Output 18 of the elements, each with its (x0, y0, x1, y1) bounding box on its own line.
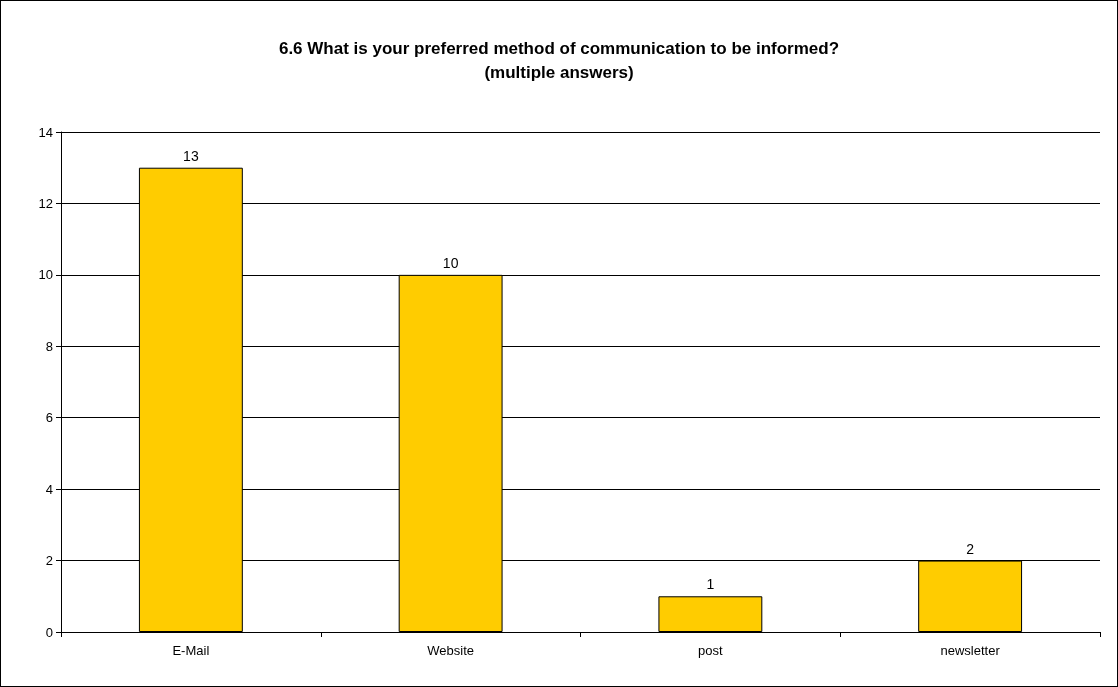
y-tick-label: 12 (38, 195, 53, 211)
x-tick-label: newsletter (940, 643, 1001, 658)
y-tick-label: 6 (45, 410, 53, 426)
data-label: 1 (706, 576, 715, 593)
y-tick-label: 4 (45, 481, 53, 497)
y-tick-label: 2 (45, 553, 53, 569)
y-tick-label: 10 (38, 267, 53, 283)
y-tick-label: 8 (45, 338, 53, 354)
chart-title: 6.6 What is your preferred method of communication to be informed? (multiple answers) (278, 38, 840, 82)
data-label: 2 (966, 540, 975, 557)
x-tick-label: post (698, 643, 724, 658)
bar (658, 596, 763, 632)
y-tick-label: 14 (38, 124, 53, 140)
x-tick-label: Website (427, 643, 474, 658)
y-tick-label: 0 (45, 624, 53, 640)
data-label: 10 (442, 254, 459, 271)
x-tick-label: E-Mail (172, 643, 210, 658)
data-label: 13 (183, 147, 199, 164)
